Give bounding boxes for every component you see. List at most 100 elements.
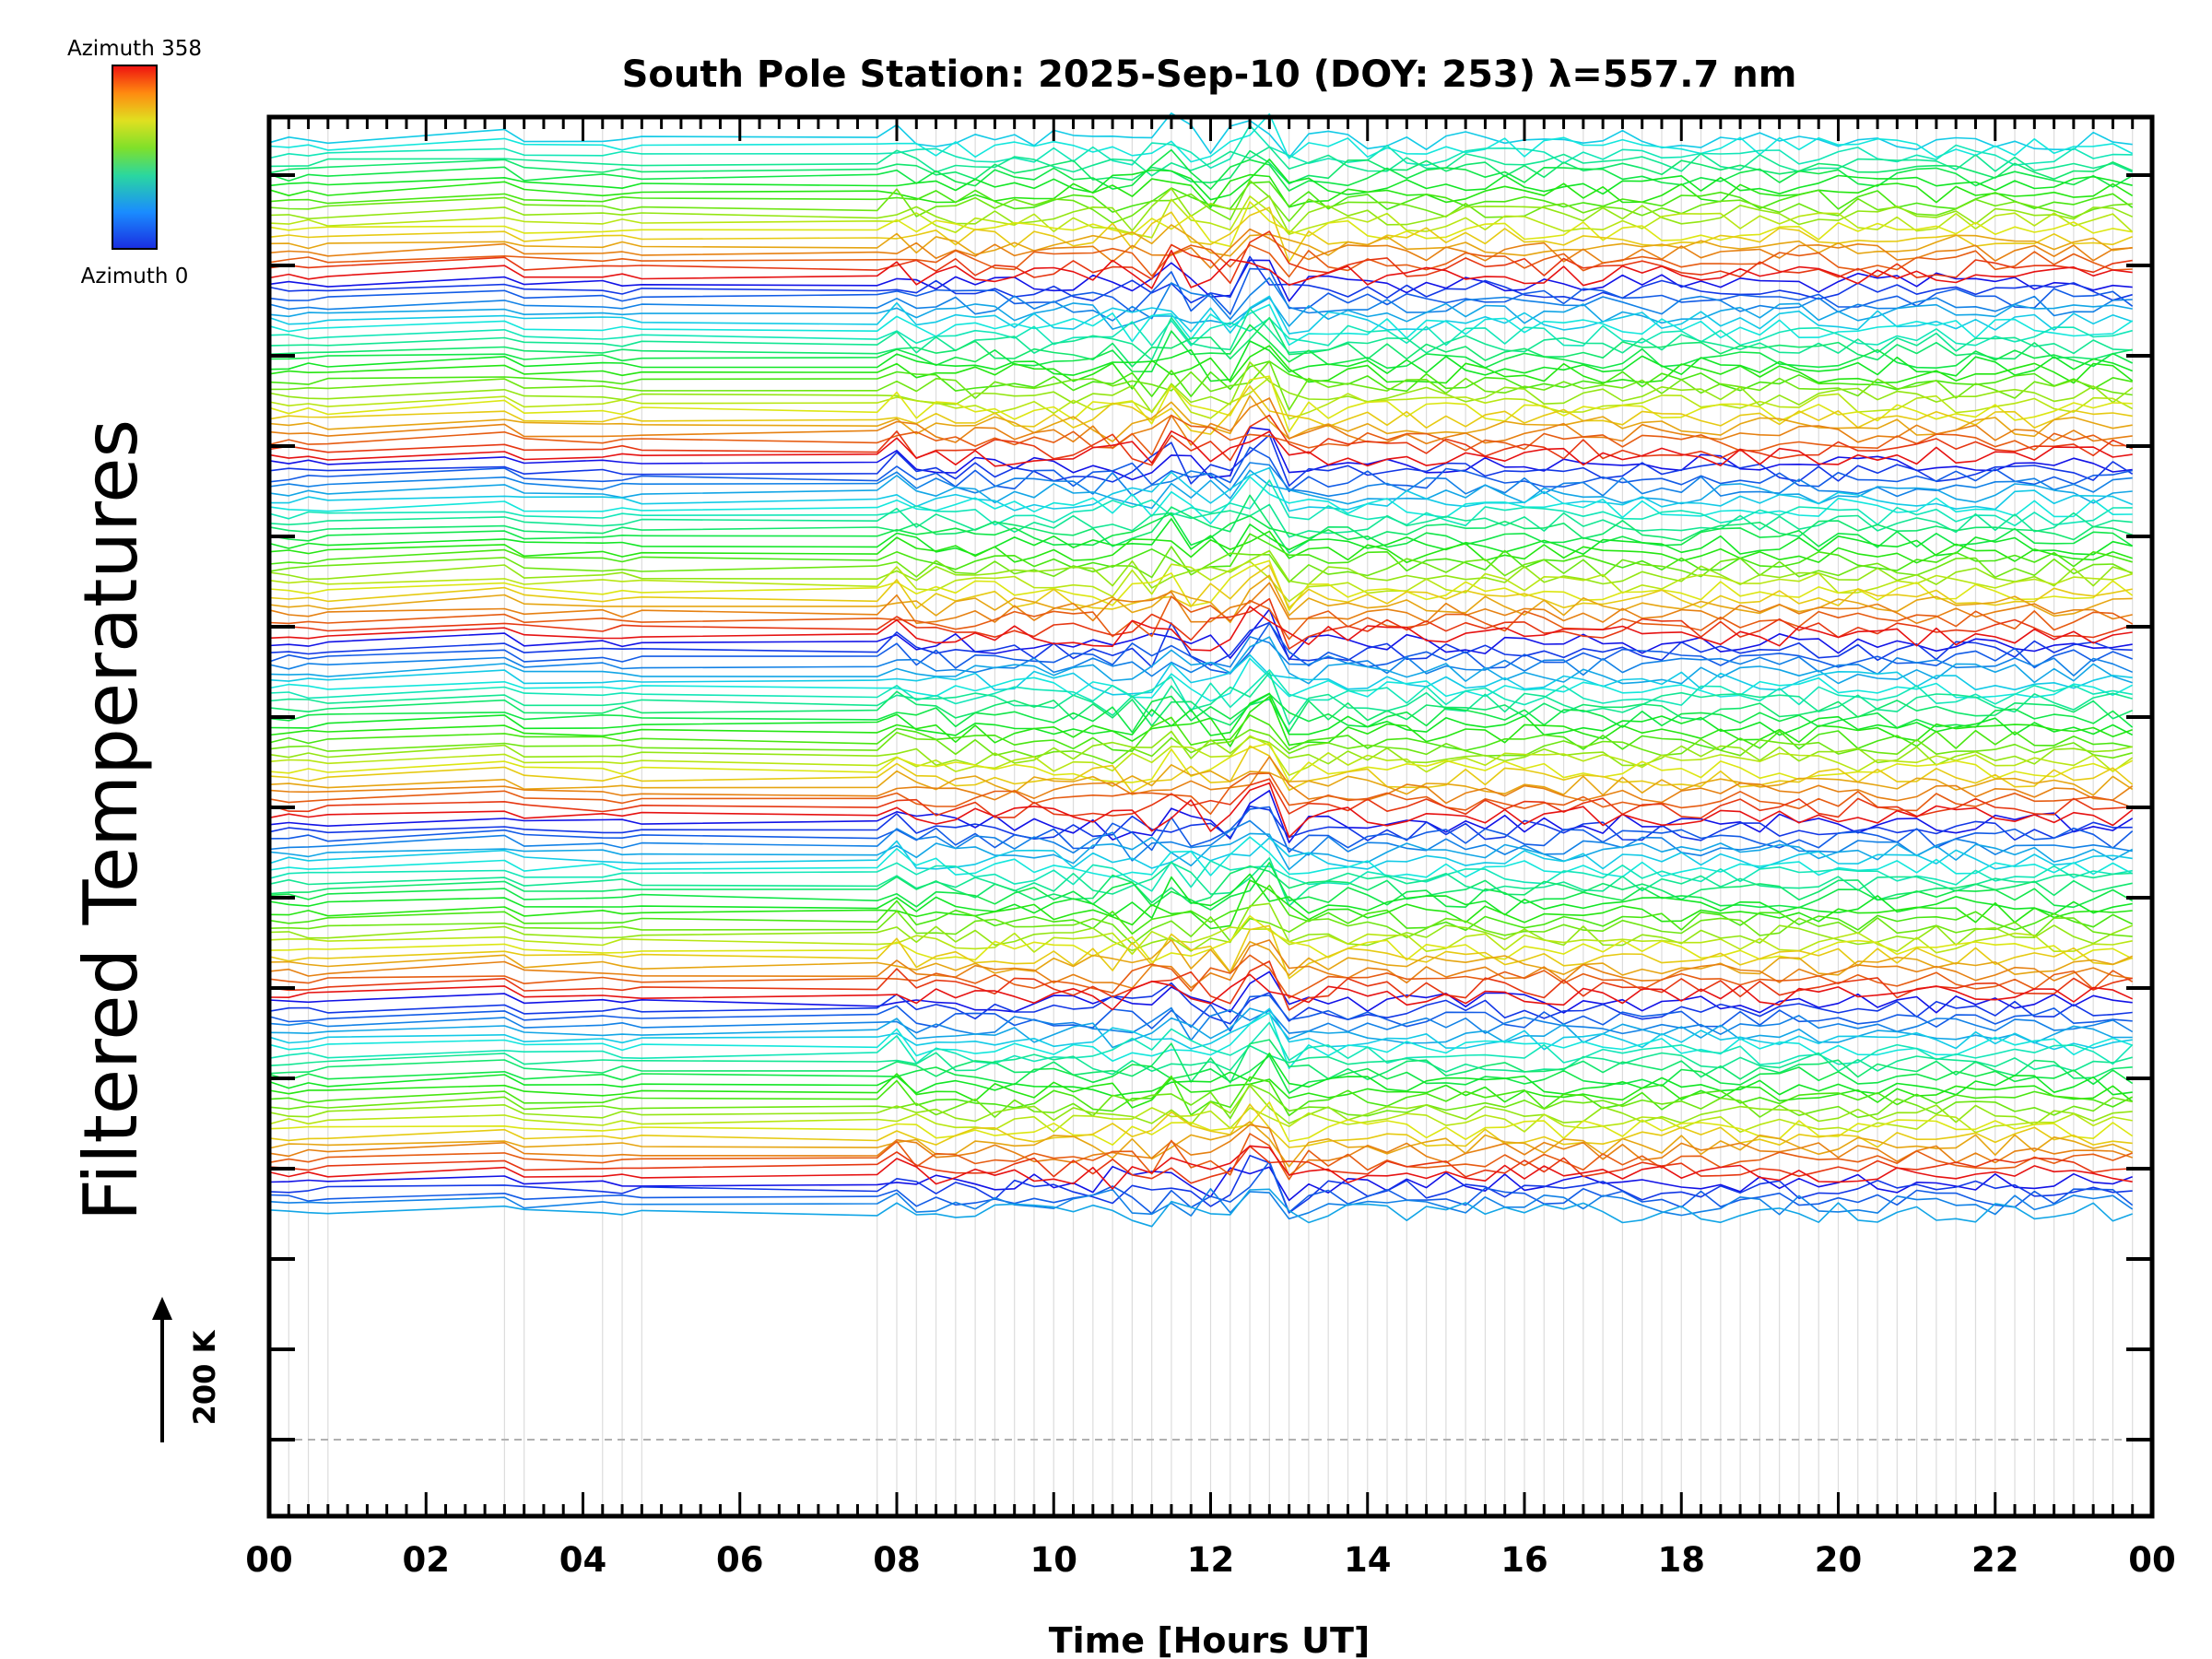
temperature-trace	[268, 517, 2133, 558]
temperature-trace	[268, 879, 2133, 930]
temperature-trace	[268, 671, 2133, 725]
x-tick-label: 00	[2128, 1540, 2176, 1580]
temperature-trace	[268, 971, 2133, 1014]
temperature-trace	[268, 1155, 2133, 1214]
temperature-trace	[268, 479, 2133, 527]
temperature-trace	[268, 124, 2133, 170]
temperature-trace	[268, 112, 2134, 163]
temperature-trace	[268, 714, 2133, 752]
temperature-trace	[268, 255, 2133, 304]
temperature-trace	[268, 173, 2134, 208]
temperature-trace	[268, 862, 2134, 912]
temperature-trace	[268, 1007, 2133, 1051]
temperature-trace	[268, 206, 2133, 263]
x-tick-label: 00	[245, 1540, 293, 1580]
temperature-trace	[268, 259, 2133, 302]
temperature-trace	[268, 530, 2133, 564]
temperature-trace	[268, 303, 2134, 347]
temperature-trace	[268, 837, 2133, 870]
temperature-trace	[268, 1021, 2134, 1065]
temperature-trace	[268, 960, 2133, 1011]
x-tick-label: 20	[1815, 1540, 1863, 1580]
temperature-trace	[268, 973, 2134, 1011]
x-axis-label: Time [Hours UT]	[1049, 1620, 1371, 1659]
temperature-trace	[268, 832, 2134, 871]
temperature-trace	[268, 195, 2134, 239]
temperature-trace	[268, 397, 2133, 450]
temperature-trace	[268, 345, 2134, 390]
temperature-trace	[268, 782, 2134, 839]
x-tick-label: 14	[1344, 1540, 1392, 1580]
x-tick-label: 08	[873, 1540, 921, 1580]
temperature-trace	[268, 982, 2133, 1025]
temperature-trace	[268, 1075, 2134, 1117]
temperature-trace	[268, 756, 2134, 805]
temperature-trace	[268, 873, 2133, 919]
colorbar-gradient	[112, 65, 158, 250]
temperature-trace	[268, 1007, 2133, 1049]
temperature-trace	[268, 622, 2133, 675]
temperature-trace	[268, 462, 2133, 498]
x-tick-label: 12	[1187, 1540, 1235, 1580]
temperature-trace	[268, 376, 2134, 420]
temperature-trace	[268, 181, 2134, 213]
temperature-trace	[268, 1160, 2134, 1215]
temperature-trace	[269, 466, 2134, 512]
x-tick-labels: 00 02 04 06 08 10 12 14 16 18 20 22 00	[245, 1540, 2176, 1580]
temperature-trace	[268, 148, 2134, 192]
temperature-trace	[268, 360, 2133, 397]
temperature-traces	[268, 112, 2134, 1228]
x-tick-label: 22	[1971, 1540, 2019, 1580]
temperature-trace	[268, 608, 2133, 661]
temperature-trace	[268, 910, 2133, 945]
temperature-trace	[268, 317, 2133, 347]
temperature-trace	[268, 1124, 2133, 1177]
temperature-trace	[268, 224, 2133, 257]
temperature-trace	[268, 1006, 2134, 1041]
temperature-trace	[268, 806, 2134, 853]
scale-bar-arrowhead	[152, 1297, 172, 1320]
temperature-trace	[268, 1188, 2134, 1220]
x-tick-label: 06	[716, 1540, 764, 1580]
temperature-trace	[268, 249, 2133, 289]
y-axis-label: Filtered Temperatures	[68, 419, 154, 1221]
temperature-trace	[268, 692, 2134, 736]
temperature-trace	[268, 1107, 2133, 1134]
temperature-trace	[268, 819, 2133, 862]
temperature-trace	[268, 926, 2133, 955]
temperature-trace	[268, 742, 2134, 783]
temperature-trace	[268, 360, 2133, 411]
temperature-trace	[268, 549, 2133, 589]
scale-bar-label: 200 K	[187, 1329, 222, 1425]
temperature-trace	[268, 308, 2133, 361]
temperature-trace	[268, 597, 2133, 650]
temperature-trace	[268, 1165, 2133, 1202]
temperature-trace	[268, 1103, 2133, 1148]
temperature-trace	[268, 1145, 2133, 1184]
x-tick-label: 18	[1658, 1540, 1706, 1580]
temperature-trace	[268, 1101, 2134, 1146]
temperature-trace	[268, 340, 2133, 382]
scale-bar: 200 K	[152, 1297, 222, 1442]
temperature-trace	[268, 112, 2133, 159]
temperature-trace	[268, 1073, 2134, 1109]
temperature-trace	[268, 414, 2134, 466]
temperature-trace	[268, 146, 2134, 177]
temperature-trace	[268, 836, 2134, 878]
temperature-trace	[268, 772, 2133, 816]
temperature-trace	[268, 657, 2134, 702]
temperature-trace	[268, 690, 2134, 733]
x-tick-label: 02	[403, 1540, 451, 1580]
temperature-trace	[268, 1188, 2133, 1228]
temperature-trace	[268, 696, 2133, 747]
temperature-trace	[268, 606, 2133, 652]
temperature-trace	[268, 564, 2133, 610]
temperature-trace	[268, 187, 2134, 234]
temperature-trace	[268, 805, 2133, 841]
temperature-trace	[268, 1085, 2133, 1126]
temperature-trace	[268, 914, 2134, 963]
temperature-trace	[268, 582, 2133, 625]
temperature-trace	[268, 778, 2133, 819]
temperature-trace	[268, 693, 2134, 734]
